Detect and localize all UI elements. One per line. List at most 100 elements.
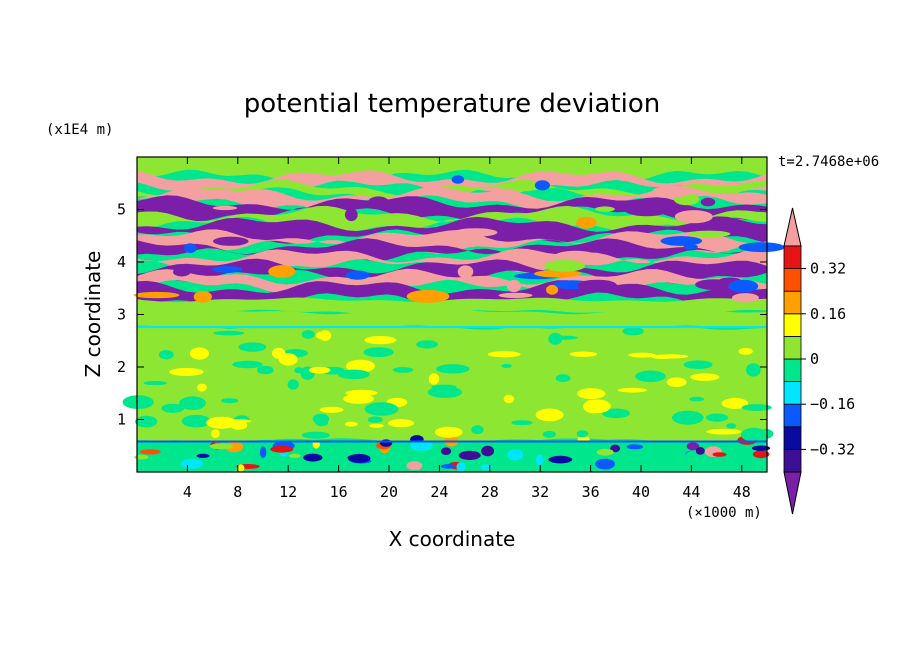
contour-feature (534, 269, 582, 278)
contour-feature (595, 206, 615, 212)
contour-feature (700, 197, 716, 207)
contour-band (137, 309, 767, 330)
contour-feature (688, 230, 731, 238)
colorbar-segment (783, 245, 802, 270)
x-tick-label: 16 (330, 483, 348, 501)
contour-feature (498, 292, 533, 299)
contour-feature (553, 250, 598, 263)
contour-feature (392, 367, 414, 373)
contour-feature (576, 430, 589, 438)
contour-feature (740, 427, 767, 442)
colorbar-segment (783, 426, 802, 450)
contour-feature (257, 365, 274, 375)
contour-feature (212, 266, 243, 273)
x-tick-label: 28 (481, 483, 499, 501)
contour-feature (731, 293, 759, 303)
contour-feature (535, 408, 564, 422)
contour-feature (506, 279, 521, 293)
x-axis-unit: (×1000 m) (686, 505, 762, 521)
colorbar-segment (783, 313, 802, 337)
contour-feature (363, 347, 394, 358)
contour-feature (345, 389, 378, 396)
contour-layer-line (137, 440, 767, 443)
x-tick-label: 20 (380, 483, 398, 501)
contour-feature (212, 205, 238, 211)
contour-feature (689, 396, 704, 402)
colorbar-tick-label: 0.32 (810, 260, 846, 278)
contour-feature (427, 386, 463, 398)
contour-feature (337, 369, 370, 380)
contour-feature (428, 373, 440, 385)
contour-feature (343, 393, 374, 404)
contour-feature (738, 347, 753, 355)
contour-feature (610, 444, 621, 453)
contour-feature (672, 410, 704, 425)
contour-feature (548, 455, 573, 464)
contour-feature (301, 330, 315, 339)
colorbar-tick-label: 0.16 (810, 305, 846, 323)
x-tick-label: 44 (682, 483, 700, 501)
x-tick-label: 4 (183, 483, 192, 501)
contour-feature (751, 445, 771, 451)
contour-feature (731, 454, 747, 463)
contour-feature (752, 450, 770, 459)
contour-feature (303, 453, 323, 462)
contour-feature (238, 342, 267, 352)
contour-band (137, 229, 767, 254)
chart-title: potential temperature deviation (244, 89, 660, 119)
x-tick-label: 24 (430, 483, 448, 501)
contour-feature (158, 350, 174, 360)
colorbar: 0.32 0.16 0 −0.16 −0.32 (783, 207, 855, 515)
contour-layer-line (137, 326, 767, 329)
contour-feature (536, 454, 544, 466)
contour-band (137, 195, 767, 222)
contour-feature (728, 279, 759, 293)
x-tick-label: 40 (632, 483, 650, 501)
contour-feature (706, 428, 742, 435)
contour-feature (364, 402, 399, 416)
contour-feature (410, 440, 433, 451)
colorbar-segment (783, 290, 802, 315)
contour-feature (434, 426, 463, 438)
contour-band (137, 248, 767, 274)
contour-feature (583, 399, 605, 414)
contour-feature (507, 449, 524, 461)
contour-feature (344, 208, 358, 222)
time-label: t=2.7468e+06 (778, 154, 879, 170)
colorbar-segment (783, 381, 802, 405)
colorbar-segment (783, 335, 802, 360)
contour-feature (319, 406, 344, 413)
contour-feature (347, 453, 371, 463)
contour-feature (602, 408, 630, 419)
contour-feature (503, 394, 515, 404)
contour-feature (184, 243, 197, 254)
contour-feature (674, 210, 713, 224)
colorbar-tick-label: −0.32 (810, 440, 855, 458)
y-axis-label: Z coordinate (81, 251, 105, 378)
colorbar-segment (783, 403, 802, 428)
contour-feature (690, 373, 720, 381)
contour-feature (225, 441, 244, 453)
contour-feature (388, 419, 414, 428)
contour-feature (555, 374, 571, 383)
contour-feature (133, 291, 180, 299)
contour-feature (315, 331, 327, 340)
contour-feature (576, 216, 597, 229)
contour-feature (624, 202, 670, 217)
contour-feature (161, 403, 185, 413)
contour-feature (308, 366, 331, 374)
contour-feature (577, 279, 618, 292)
contour-feature (738, 242, 785, 253)
x-axis-label: X coordinate (389, 527, 516, 551)
x-axis-ticks: 4 8 12 16 20 24 28 32 36 40 44 48 (183, 157, 751, 501)
contour-feature (135, 415, 158, 428)
contour-feature (197, 383, 207, 392)
contour-feature (577, 388, 606, 400)
y-tick-label: 3 (117, 306, 126, 324)
contour-feature (683, 360, 713, 370)
contour-band (137, 170, 767, 195)
contour-feature (367, 416, 383, 423)
contour-feature (501, 363, 512, 368)
contour-feature (481, 445, 495, 457)
contour-feature (726, 423, 737, 429)
